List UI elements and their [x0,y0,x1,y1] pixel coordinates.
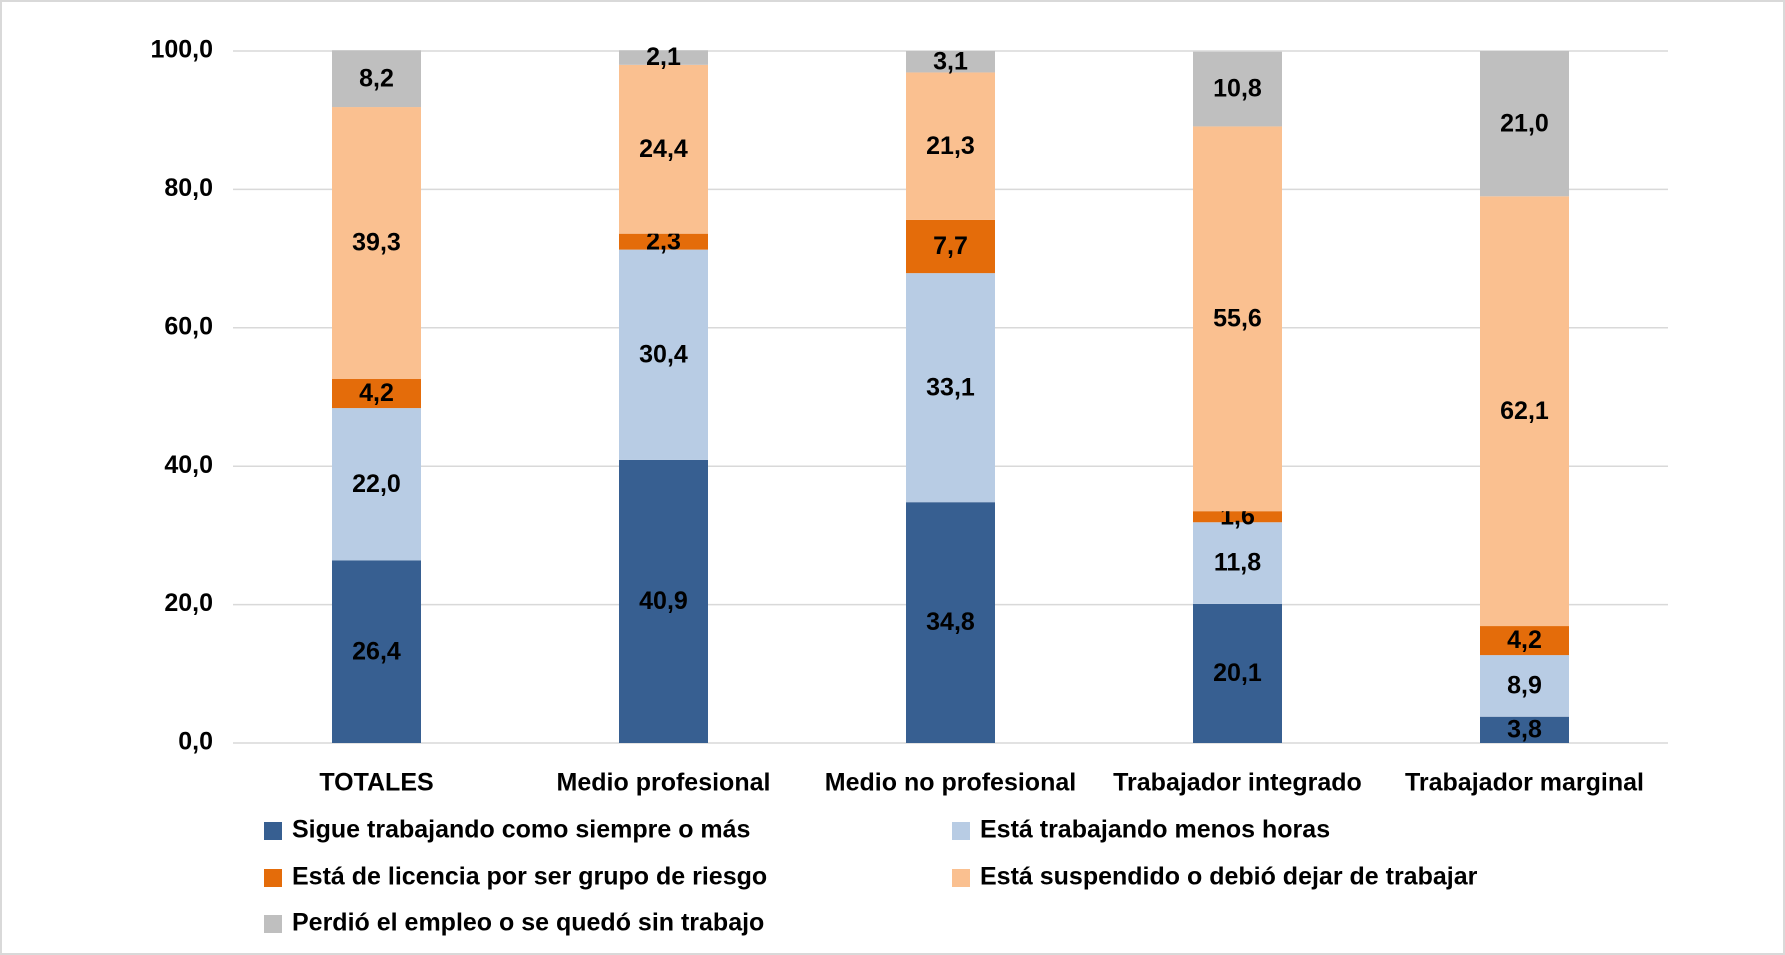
bar-segment [619,459,708,743]
bar-segment [619,249,708,460]
legend-label: Sigue trabajando como siempre o más [292,816,750,844]
data-label: 30,4 [639,340,688,368]
bar-segment [1193,603,1282,743]
x-tick-label: Trabajador integrado [1113,769,1362,797]
data-label: 62,1 [1500,397,1549,425]
data-label: 40,9 [639,587,688,615]
legend-swatch [264,869,282,887]
bar-segment [332,560,421,743]
bar-segment [1193,511,1282,523]
y-tick-label: 100,0 [150,36,213,64]
y-tick-label: 80,0 [164,174,213,202]
y-tick-label: 0,0 [178,728,213,756]
bar-segment [906,51,995,73]
legend-swatch [952,822,970,840]
bar-segment [1193,126,1282,512]
bar-segment [1193,51,1282,127]
data-label: 20,1 [1213,659,1262,687]
x-tick-label: Medio profesional [557,769,771,797]
data-label: 7,7 [933,232,968,260]
legend-swatch [952,869,970,887]
x-tick-label: Medio no profesional [825,769,1076,797]
data-label: 3,1 [933,47,968,75]
y-tick-label: 40,0 [164,451,213,479]
data-label: 10,8 [1213,75,1262,103]
bar-segment [332,50,421,108]
x-tick-label: Trabajador marginal [1405,769,1644,797]
bar-segment [906,502,995,743]
bar-segment [332,408,421,561]
data-label: 11,8 [1214,549,1261,577]
bar-segment [906,72,995,220]
bar-segment [1480,196,1569,627]
bar-segment [332,379,421,409]
y-tick-label: 20,0 [164,589,213,617]
x-tick-label: TOTALES [319,769,433,797]
data-label: 33,1 [926,373,975,401]
bar-segment [619,50,708,65]
legend-swatch [264,822,282,840]
legend-swatch [264,915,282,933]
bar-segment [619,64,708,234]
bar-segment [1480,655,1569,717]
data-label: 3,8 [1507,715,1542,743]
bar-segment [1480,51,1569,197]
y-tick-label: 60,0 [164,312,213,340]
data-label: 39,3 [352,229,401,257]
bar-segment [1480,716,1569,743]
bar-segment [906,273,995,503]
data-label: 4,2 [359,379,394,407]
bar-segment [1193,522,1282,604]
bar-segment [332,107,421,380]
bar-segment [1480,626,1569,656]
data-label: 26,4 [352,637,401,665]
data-label: 21,0 [1500,109,1549,137]
data-label: 34,8 [926,608,975,636]
bar-segment [906,219,995,274]
bar-segment [619,233,708,250]
data-label: 55,6 [1213,304,1262,332]
legend-label: Perdió el empleo o se quedó sin trabajo [292,909,764,937]
data-label: 2,1 [646,43,681,71]
data-label: 4,2 [1507,626,1542,654]
data-label: 21,3 [926,132,975,160]
data-label: 22,0 [352,470,401,498]
data-label: 8,9 [1507,672,1542,700]
legend-label: Está suspendido o debió dejar de trabaja… [980,863,1478,891]
legend-label: Está trabajando menos horas [980,816,1330,844]
data-label: 24,4 [639,135,688,163]
legend-label: Está de licencia por ser grupo de riesgo [292,863,767,891]
data-label: 8,2 [359,64,394,92]
